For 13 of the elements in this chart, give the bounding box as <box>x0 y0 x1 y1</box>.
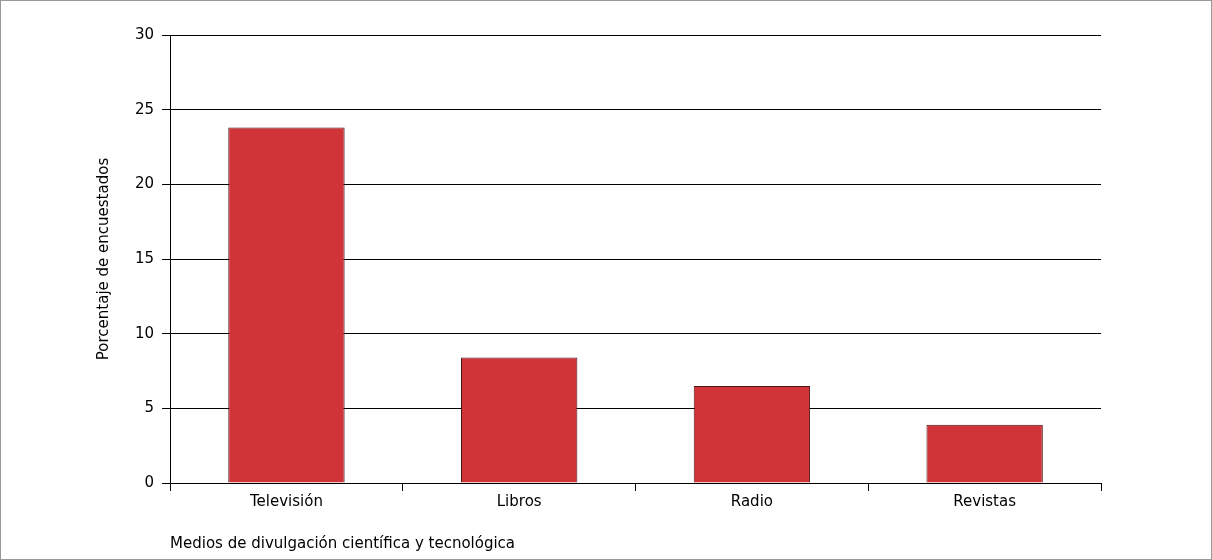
x-tick-label: Libros <box>496 491 542 510</box>
y-tick-label: 20 <box>134 174 155 193</box>
x-tick-label: Radio <box>730 491 773 510</box>
y-tick-label: 0 <box>144 472 155 491</box>
y-tick-label: 25 <box>134 99 155 118</box>
y-tick-label: 15 <box>134 248 155 267</box>
x-tick-label: Revistas <box>953 491 1017 510</box>
y-tick-label: 10 <box>134 323 155 342</box>
y-axis-title: Porcentaje de encuestados <box>93 157 112 361</box>
x-axis-title: Medios de divulgación científica y tecnológica <box>170 533 516 552</box>
y-tick-label: 30 <box>134 24 155 43</box>
y-tick-label: 5 <box>144 398 155 417</box>
x-tick-label: Televisión <box>248 491 323 510</box>
